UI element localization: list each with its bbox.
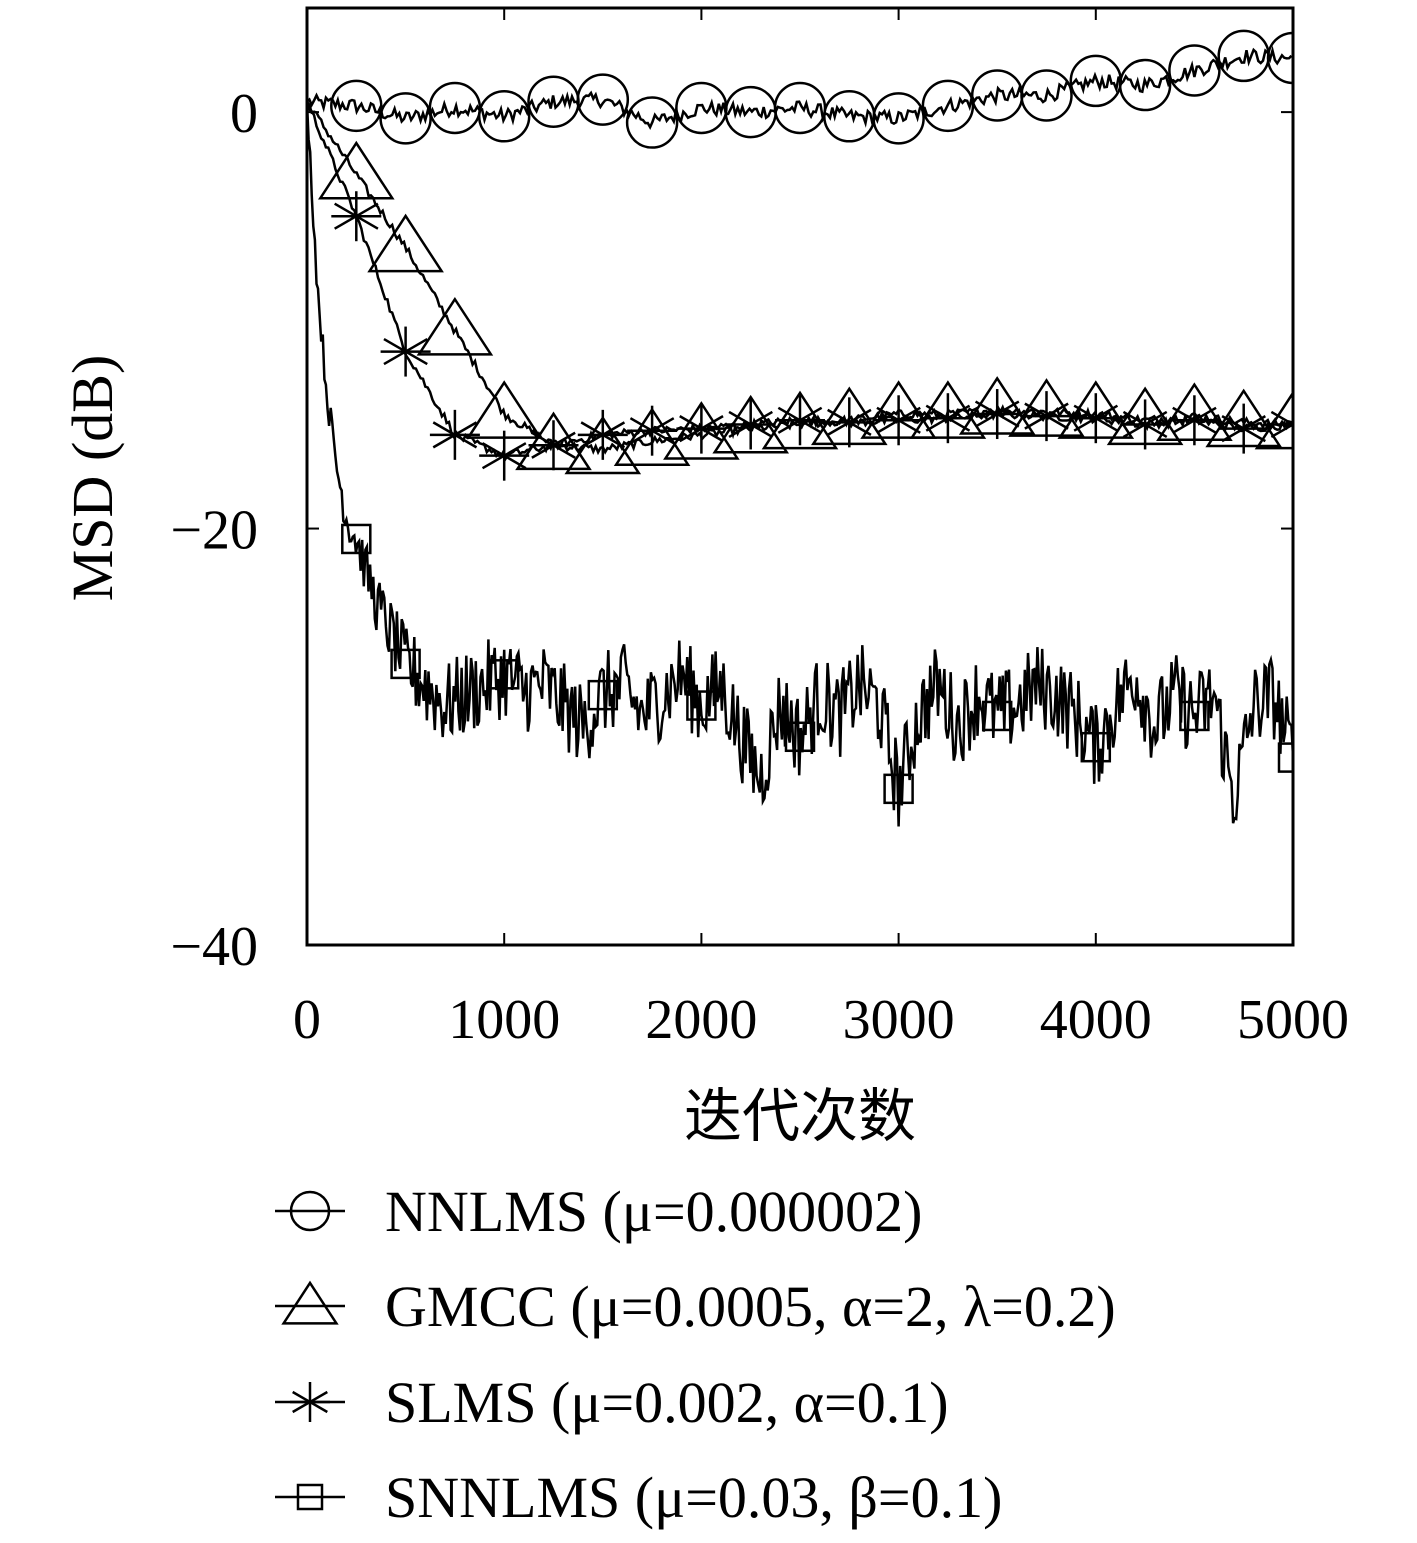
data-point-marker: [627, 405, 678, 456]
data-point-marker: [330, 79, 383, 133]
data-point-marker: [824, 397, 875, 448]
data-point-marker: [1218, 403, 1269, 454]
data-point-marker: [1168, 44, 1221, 97]
data-point-marker: [922, 393, 973, 444]
legend-label: NNLMS (μ=0.000002): [385, 1179, 922, 1244]
data-point-marker: [1169, 395, 1220, 446]
data-point-marker: [921, 79, 975, 133]
data-point-marker: [1217, 29, 1270, 83]
y-axis-label: MSD (dB): [60, 355, 125, 602]
plot-layer: [307, 29, 1293, 827]
data-point-marker: [883, 773, 914, 805]
data-point-marker: [429, 409, 480, 460]
data-point-marker: [686, 690, 717, 721]
legend: NNLMS (μ=0.000002) GMCC (μ=0.0005, α=2, λ…: [275, 1179, 1116, 1530]
data-point-marker: [1266, 31, 1293, 85]
series-star: [307, 101, 1293, 481]
data-point-marker: [1118, 58, 1172, 112]
data-point-marker: [577, 409, 628, 460]
data-point-marker: [775, 395, 825, 446]
data-point-marker: [724, 85, 777, 139]
series-line: [307, 101, 1293, 827]
data-point-marker: [725, 399, 776, 450]
data-point-marker: [1277, 742, 1293, 773]
data-point-marker: [576, 73, 630, 126]
legend-item: SLMS (μ=0.002, α=0.1): [275, 1370, 949, 1435]
data-point-marker: [784, 721, 816, 753]
series-square: [307, 101, 1293, 827]
legend-item: GMCC (μ=0.0005, α=2, λ=0.2): [275, 1274, 1116, 1339]
x-tick-label: 0: [293, 989, 321, 1051]
legend-marker: [290, 1382, 330, 1422]
legend-label: SLMS (μ=0.002, α=0.1): [385, 1370, 949, 1435]
x-tick-label: 1000: [448, 989, 560, 1051]
data-point-marker: [331, 191, 382, 242]
legend-label: GMCC (μ=0.0005, α=2, λ=0.2): [385, 1274, 1116, 1339]
x-tick-label: 4000: [1040, 989, 1152, 1051]
data-point-marker: [1179, 700, 1210, 732]
data-point-marker: [1268, 399, 1293, 450]
data-point-marker: [1021, 391, 1072, 442]
y-tick-label: −20: [170, 500, 258, 562]
data-point-marker: [1069, 54, 1123, 108]
data-point-marker: [479, 430, 530, 481]
data-point-marker: [1070, 393, 1121, 444]
y-tick-label: 0: [230, 83, 258, 145]
data-point-marker: [367, 213, 444, 273]
data-point-marker: [380, 326, 431, 377]
y-tick-label: −40: [170, 916, 258, 978]
data-point-marker: [390, 648, 421, 680]
axis-layer: 0 1000 2000 3000 4000 5000 0 −20 −40: [170, 6, 1349, 1051]
legend-label: SNNLMS (μ=0.03, β=0.1): [385, 1465, 1002, 1530]
data-point-marker: [981, 700, 1013, 732]
data-point-marker: [1020, 69, 1073, 122]
x-axis-label: 迭代次数: [684, 1084, 916, 1149]
data-point-marker: [416, 296, 494, 356]
data-point-marker: [477, 90, 531, 143]
x-tick-label: 2000: [645, 989, 757, 1051]
data-point-marker: [872, 92, 925, 145]
series-circle: [307, 29, 1293, 149]
x-tick-label: 5000: [1237, 989, 1349, 1051]
data-point-marker: [676, 403, 727, 454]
legend-marker: [289, 1190, 331, 1232]
data-point-marker: [488, 659, 520, 690]
data-point-marker: [625, 96, 679, 149]
data-point-marker: [972, 389, 1023, 440]
legend-item: NNLMS (μ=0.000002): [275, 1179, 922, 1244]
data-point-marker: [341, 523, 372, 555]
legend-marker: [296, 1483, 324, 1511]
legend-marker: [281, 1280, 339, 1325]
data-point-marker: [317, 140, 395, 200]
data-point-marker: [528, 420, 579, 471]
data-point-marker: [1080, 731, 1112, 763]
data-point-marker: [1254, 390, 1293, 450]
series-line: [307, 45, 1293, 131]
plot-frame: [305, 6, 1295, 947]
data-point-marker: [663, 401, 740, 460]
x-tick-label: 3000: [843, 989, 955, 1051]
legend-item: SNNLMS (μ=0.03, β=0.1): [275, 1465, 1002, 1530]
data-point-marker: [873, 395, 924, 446]
data-point-marker: [1120, 399, 1171, 450]
data-point-marker: [587, 679, 619, 711]
data-point-marker: [379, 92, 432, 145]
